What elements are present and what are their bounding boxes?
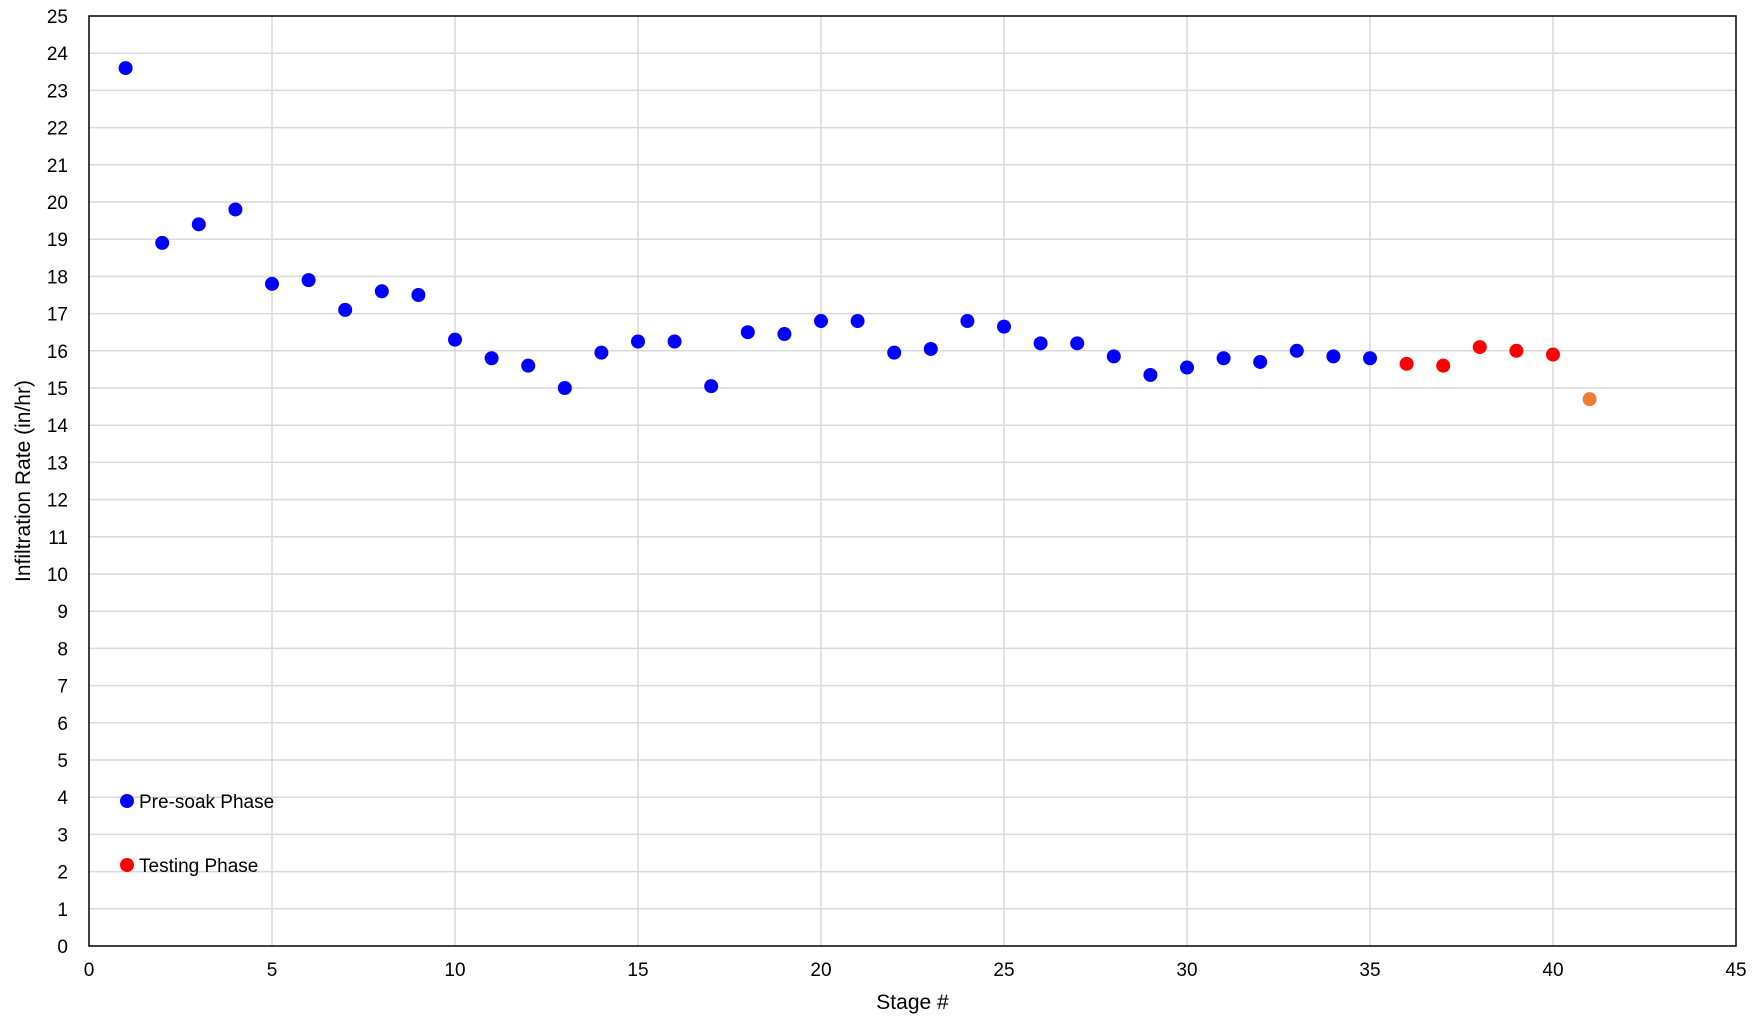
x-tick-label: 5 <box>267 960 278 981</box>
y-tick-label: 21 <box>47 156 68 177</box>
x-tick-label: 0 <box>84 960 95 981</box>
data-point <box>1582 392 1597 407</box>
y-tick-label: 12 <box>47 491 68 512</box>
y-axis-title: Infiltration Rate (in/hr) <box>12 380 35 582</box>
data-point <box>923 341 938 356</box>
y-tick-label: 11 <box>48 528 68 549</box>
data-point <box>1399 356 1414 371</box>
data-point <box>850 314 865 329</box>
data-point <box>887 345 902 360</box>
data-point <box>1363 351 1377 366</box>
data-point <box>1289 343 1304 358</box>
data-point <box>631 334 645 349</box>
grid-lines <box>89 16 1736 946</box>
x-tick-label: 25 <box>993 960 1014 981</box>
data-point <box>594 345 609 360</box>
series-0 <box>118 61 1377 395</box>
data-point <box>1509 343 1524 358</box>
data-point <box>704 379 719 394</box>
y-tick-label: 5 <box>57 751 68 772</box>
data-point <box>814 314 828 329</box>
legend-marker <box>120 794 134 808</box>
x-axis-title: Stage # <box>876 991 949 1014</box>
data-point <box>411 288 426 302</box>
y-tick-label: 20 <box>47 193 68 214</box>
data-point <box>1106 349 1121 364</box>
series-2 <box>1582 392 1597 407</box>
data-point <box>777 327 792 342</box>
y-tick-label: 7 <box>57 677 68 698</box>
y-tick-label: 13 <box>47 453 68 474</box>
data-point <box>1180 360 1194 375</box>
data-point <box>1216 351 1231 366</box>
data-point <box>191 217 206 232</box>
y-tick-label: 6 <box>57 714 68 735</box>
data-point <box>1143 367 1158 382</box>
data-point <box>1033 336 1048 351</box>
data-point <box>1436 358 1451 373</box>
data-point <box>521 358 536 373</box>
y-tick-label: 2 <box>57 863 68 884</box>
data-point <box>265 276 279 291</box>
y-tick-label: 14 <box>47 416 69 437</box>
x-tick-label: 10 <box>444 960 465 981</box>
y-tick-label: 23 <box>47 81 68 102</box>
x-tick-label: 45 <box>1725 960 1746 981</box>
y-tick-label: 9 <box>57 602 68 623</box>
tick-labels: 0123456789101112131415161718192021222324… <box>47 7 1747 981</box>
y-tick-label: 17 <box>47 305 68 326</box>
data-point <box>997 319 1011 334</box>
legend-label: Testing Phase <box>139 856 258 877</box>
x-tick-label: 40 <box>1542 960 1563 981</box>
legend-label: Pre-soak Phase <box>139 792 274 813</box>
series-1 <box>1399 340 1560 373</box>
plot-area-border <box>88 15 1737 947</box>
data-point <box>1070 336 1085 351</box>
y-tick-label: 19 <box>47 230 68 251</box>
legend-entry: Pre-soak Phase <box>120 792 274 813</box>
data-point <box>1253 354 1268 369</box>
data-point <box>1326 349 1341 364</box>
data-point <box>740 325 755 340</box>
data-point <box>118 61 133 76</box>
y-tick-label: 22 <box>47 119 68 140</box>
y-tick-label: 10 <box>47 565 68 586</box>
data-point <box>448 332 462 347</box>
y-tick-label: 15 <box>47 379 68 400</box>
data-point <box>301 273 316 288</box>
y-tick-label: 25 <box>47 7 68 28</box>
x-tick-label: 15 <box>627 960 648 981</box>
x-tick-label: 20 <box>810 960 831 981</box>
x-tick-label: 35 <box>1359 960 1380 981</box>
data-points <box>118 61 1597 407</box>
data-point <box>228 202 243 217</box>
data-point <box>155 235 170 250</box>
data-point <box>374 284 389 299</box>
y-tick-label: 0 <box>57 937 68 958</box>
legend-entry: Testing Phase <box>120 856 258 877</box>
y-tick-label: 18 <box>47 267 68 288</box>
y-tick-label: 16 <box>47 342 68 363</box>
y-tick-label: 24 <box>47 44 69 65</box>
data-point <box>338 302 353 317</box>
data-point <box>667 334 682 349</box>
legend: Pre-soak Phase Testing Phase <box>120 792 274 877</box>
y-tick-label: 1 <box>57 900 68 921</box>
y-tick-label: 8 <box>57 639 68 660</box>
data-point <box>960 314 975 329</box>
data-point <box>484 351 499 366</box>
data-point <box>1546 347 1560 362</box>
data-point <box>557 381 572 395</box>
y-tick-label: 4 <box>57 788 68 809</box>
legend-marker <box>120 858 134 872</box>
y-tick-label: 3 <box>57 825 68 846</box>
data-point <box>1472 340 1487 355</box>
x-tick-label: 30 <box>1176 960 1197 981</box>
